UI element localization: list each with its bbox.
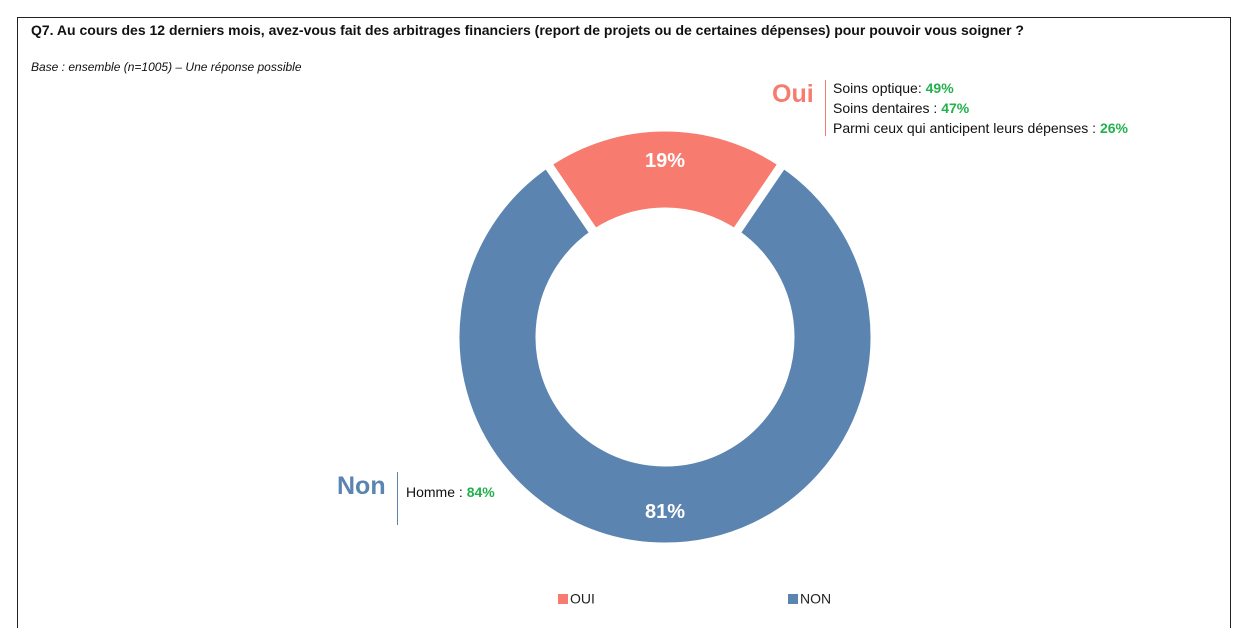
annotation-title: Non	[337, 472, 386, 500]
legend-label: NON	[800, 591, 831, 607]
data-label: 19%	[645, 150, 685, 172]
annotation-text: Soins optique:	[833, 80, 922, 96]
chart-subtitle: Base : ensemble (n=1005) – Une réponse p…	[31, 60, 302, 74]
annotation-text: Parmi ceux qui anticipent leurs dépenses…	[833, 120, 1097, 136]
chart-title: Q7. Au cours des 12 derniers mois, avez-…	[31, 22, 1024, 38]
annotation-value: 47%	[941, 100, 970, 116]
data-label: 81%	[645, 501, 685, 523]
annotation-item: Soins optique: 49%	[833, 78, 954, 98]
annotation-item: Homme : 84%	[406, 482, 495, 502]
annotation-value: 84%	[466, 484, 495, 500]
annotation-item: Parmi ceux qui anticipent leurs dépenses…	[833, 118, 1128, 138]
annotation-text: Soins dentaires :	[833, 100, 938, 116]
frame	[17, 17, 1231, 628]
legend-swatch	[788, 594, 798, 604]
legend-label: OUI	[570, 591, 595, 607]
annotation-line	[825, 80, 826, 136]
annotation-value: 26%	[1099, 120, 1128, 136]
annotation-text: Homme :	[406, 484, 463, 500]
annotation-value: 49%	[925, 80, 954, 96]
annotation-line	[397, 472, 398, 525]
annotation-item: Soins dentaires : 47%	[833, 98, 969, 118]
pie-slice	[450, 157, 880, 552]
legend-swatch	[558, 594, 568, 604]
annotation-title: Oui	[772, 80, 814, 108]
